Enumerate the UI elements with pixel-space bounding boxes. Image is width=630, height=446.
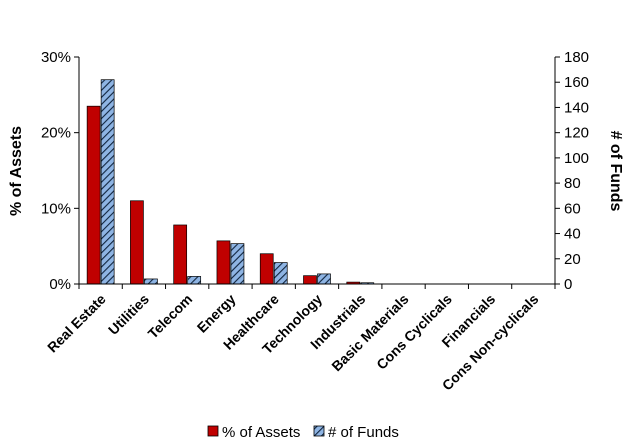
bar-assets — [303, 275, 317, 285]
y-axis-title-left: % of Assets — [8, 126, 25, 216]
bar-assets — [130, 200, 144, 285]
x-tick-label: Real Estate — [44, 291, 109, 356]
bar-funds — [144, 278, 158, 285]
y-tick-label-right: 140 — [564, 99, 589, 116]
y-axis-title-right: # of Funds — [607, 131, 624, 212]
x-tick-label: Basic Materials — [328, 291, 412, 375]
legend: % of Assets # of Funds — [207, 424, 399, 441]
x-tick-label: Telecom — [145, 291, 196, 342]
legend-label-funds: # of Funds — [328, 424, 399, 441]
bar-funds — [317, 273, 331, 285]
y-tick-label-left: 0% — [49, 276, 71, 293]
x-tick-label: Cons Cyclicals — [373, 291, 455, 373]
y-tick-label-right: 160 — [564, 74, 589, 91]
legend-label-assets: % of Assets — [222, 424, 300, 441]
bar-funds — [273, 262, 288, 285]
bar-assets — [173, 224, 188, 285]
bar-funds — [187, 276, 202, 285]
bar-assets — [86, 105, 101, 285]
legend-swatch-funds — [313, 425, 325, 437]
y-tick-label-right: 120 — [564, 125, 589, 142]
y-tick-label-right: 100 — [564, 150, 589, 167]
y-tick-label-left: 10% — [41, 200, 71, 217]
y-tick-label-right: 80 — [564, 175, 581, 192]
y-tick-label-right: 60 — [564, 200, 581, 217]
y-tick-label-right: 20 — [564, 251, 581, 268]
y-tick-label-left: 30% — [41, 49, 71, 66]
y-tick-label-right: 180 — [564, 49, 589, 66]
bar-funds — [100, 79, 115, 285]
y-tick-label-right: 40 — [564, 226, 581, 243]
bar-assets — [216, 240, 231, 285]
legend-swatch-assets — [207, 425, 219, 437]
bar-assets — [259, 253, 274, 285]
y-tick-label-right: 0 — [564, 276, 572, 293]
y-tick-label-left: 20% — [41, 125, 71, 142]
bar-funds — [230, 243, 245, 285]
